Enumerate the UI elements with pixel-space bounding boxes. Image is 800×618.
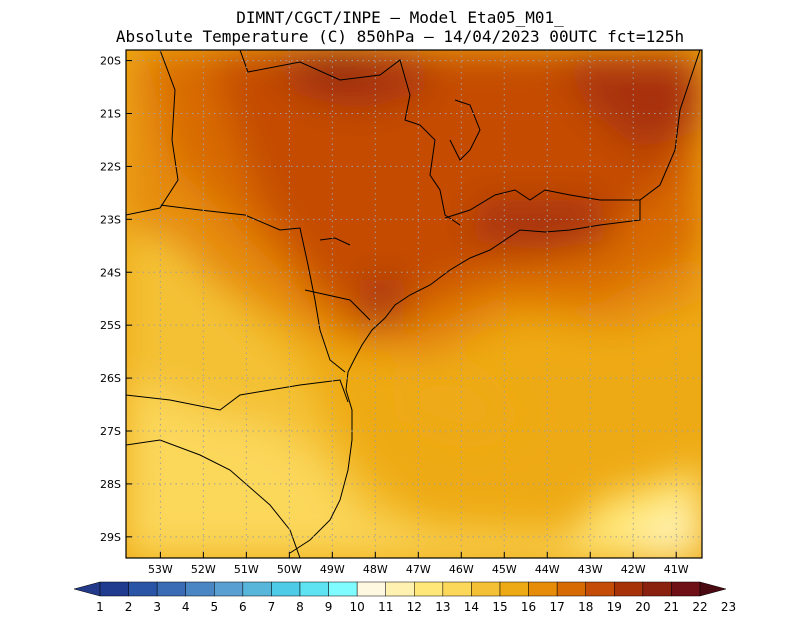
colorbar-swatch bbox=[499, 581, 529, 597]
colorbar-swatch bbox=[471, 581, 501, 597]
colorbar-label: 23 bbox=[721, 600, 736, 614]
colorbar-label: 18 bbox=[578, 600, 593, 614]
lon-tick-label: 52W bbox=[191, 563, 216, 576]
lon-tick-label: 45W bbox=[492, 563, 517, 576]
colorbar-swatch bbox=[99, 581, 129, 597]
colorbar-label: 20 bbox=[635, 600, 650, 614]
colorbar-label: 5 bbox=[210, 600, 218, 614]
lon-tick-label: 43W bbox=[578, 563, 603, 576]
colorbar-label: 13 bbox=[435, 600, 450, 614]
lon-tick-label: 46W bbox=[449, 563, 474, 576]
colorbar-label: 21 bbox=[664, 600, 679, 614]
lon-tick-label: 51W bbox=[234, 563, 259, 576]
lon-tick-label: 53W bbox=[148, 563, 173, 576]
colorbar-label: 12 bbox=[407, 600, 422, 614]
lat-tick-label: 27S bbox=[100, 425, 121, 438]
colorbar-swatch bbox=[614, 581, 644, 597]
lat-tick-label: 22S bbox=[100, 160, 121, 173]
colorbar-label: 7 bbox=[268, 600, 276, 614]
lat-tick-label: 26S bbox=[100, 372, 121, 385]
colorbar-swatch bbox=[299, 581, 329, 597]
colorbar-label: 15 bbox=[492, 600, 507, 614]
colorbar-low-arrow bbox=[73, 581, 101, 597]
lat-tick-label: 28S bbox=[100, 478, 121, 491]
lat-tick-label: 23S bbox=[100, 213, 121, 226]
lat-tick-label: 20S bbox=[100, 55, 121, 68]
colorbar-swatch bbox=[556, 581, 586, 597]
lon-tick-label: 42W bbox=[621, 563, 646, 576]
colorbar-label: 11 bbox=[378, 600, 393, 614]
colorbar-label: 6 bbox=[239, 600, 247, 614]
colorbar-label: 9 bbox=[325, 600, 333, 614]
coastline-and-borders bbox=[126, 50, 701, 558]
colorbar-swatch bbox=[156, 581, 186, 597]
colorbar-label: 4 bbox=[182, 600, 190, 614]
colorbar-swatch bbox=[242, 581, 272, 597]
temperature-field bbox=[126, 50, 702, 558]
colorbar-swatch bbox=[528, 581, 558, 597]
colorbar-swatch bbox=[642, 581, 672, 597]
map-title-line-1: DIMNT/CGCT/INPE – Model Eta05_M01_ bbox=[236, 8, 564, 27]
lat-tick-label: 24S bbox=[100, 266, 121, 279]
lat-tick-label: 21S bbox=[100, 108, 121, 121]
lon-tick-label: 41W bbox=[664, 563, 689, 576]
colorbar-swatch bbox=[442, 581, 472, 597]
map-frame bbox=[125, 49, 703, 559]
colorbar-swatch bbox=[585, 581, 615, 597]
lat-lon-grid bbox=[126, 50, 702, 558]
colorbar-label: 19 bbox=[607, 600, 622, 614]
colorbar-swatch bbox=[271, 581, 301, 597]
colorbar-label: 16 bbox=[521, 600, 536, 614]
map-title-line-2: Absolute Temperature (C) 850hPa – 14/04/… bbox=[115, 27, 685, 46]
colorbar-label: 2 bbox=[125, 600, 133, 614]
lon-tick-label: 44W bbox=[535, 563, 560, 576]
colorbar-label: 3 bbox=[153, 600, 161, 614]
axis-ticks: 53W 52W 51W 50W 49W 48W 47W 46W 45W 44W 43W 42W 41W 2… bbox=[100, 55, 689, 576]
colorbar-swatch bbox=[356, 581, 386, 597]
colorbar-swatch bbox=[214, 581, 244, 597]
colorbar-high-arrow bbox=[699, 581, 727, 597]
colorbar-swatch bbox=[414, 581, 444, 597]
lat-tick-label: 25S bbox=[100, 319, 121, 332]
colorbar-label: 22 bbox=[692, 600, 707, 614]
lon-tick-label: 47W bbox=[406, 563, 431, 576]
color-legend: 1 2 3 4 5 6 7 8 9 10 11 12 13 14 15 16 17 18 19 20 21 22 23 bbox=[73, 581, 736, 614]
colorbar-swatch bbox=[128, 581, 158, 597]
colorbar-swatch bbox=[185, 581, 215, 597]
colorbar-swatch bbox=[328, 581, 358, 597]
lon-tick-label: 48W bbox=[363, 563, 388, 576]
lon-tick-label: 49W bbox=[320, 563, 345, 576]
lat-tick-label: 29S bbox=[100, 531, 121, 544]
lon-tick-label: 50W bbox=[277, 563, 302, 576]
colorbar-label: 1 bbox=[96, 600, 104, 614]
colorbar-label: 10 bbox=[350, 600, 365, 614]
colorbar-swatch bbox=[385, 581, 415, 597]
colorbar-label: 14 bbox=[464, 600, 479, 614]
colorbar-label: 8 bbox=[296, 600, 304, 614]
colorbar-label: 17 bbox=[550, 600, 565, 614]
colorbar-swatch bbox=[671, 581, 701, 597]
